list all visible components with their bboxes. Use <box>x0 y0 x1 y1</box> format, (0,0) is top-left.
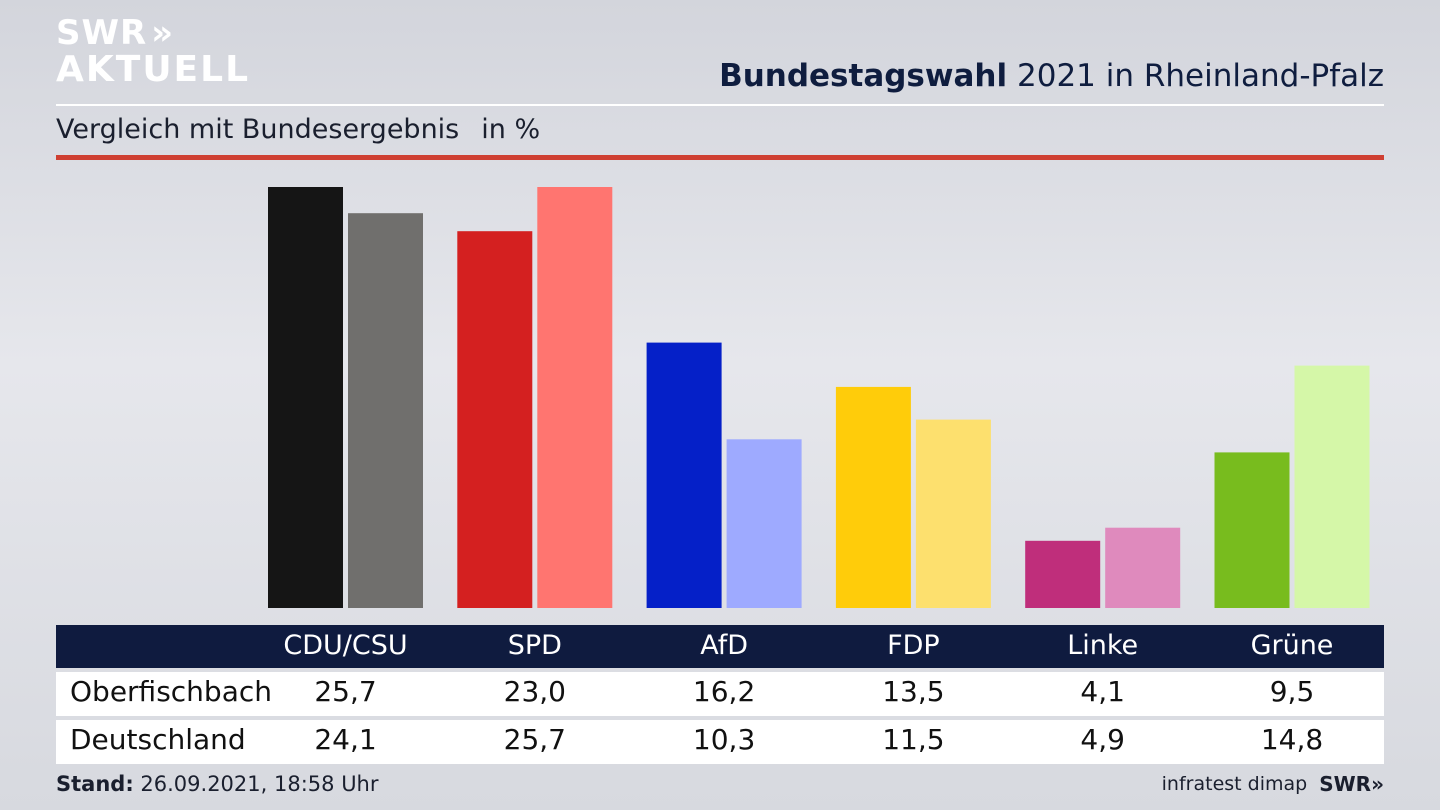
table-row-oberfischbach: Oberfischbach 25,7 23,0 16,2 13,5 4,1 9,5 <box>56 672 1384 716</box>
value-cdu-csu-oberfischbach: 25,7 <box>314 675 377 708</box>
subtitle-divider <box>56 155 1384 160</box>
bar-spd-deutschland <box>537 187 613 608</box>
stand-value: 26.09.2021, 18:58 Uhr <box>140 772 379 796</box>
column-header-cdu-csu: CDU/CSU <box>283 630 408 661</box>
timestamp: Stand: 26.09.2021, 18:58 Uhr <box>56 772 379 796</box>
source-credit: infratest dimap SWR» <box>1162 772 1384 796</box>
subtitle-text: Vergleich mit Bundesergebnis <box>56 114 460 145</box>
value-afd-oberfischbach: 16,2 <box>692 675 756 708</box>
bar-gr-ne-deutschland <box>1294 365 1370 608</box>
value-spd-deutschland: 25,7 <box>503 723 566 756</box>
stand-label: Stand: <box>56 772 134 796</box>
value-afd-deutschland: 10,3 <box>692 723 756 756</box>
bar-linke-oberfischbach <box>1025 540 1101 608</box>
value-gr-ne-deutschland: 14,8 <box>1260 723 1324 756</box>
bar-cdu-csu-oberfischbach <box>268 187 343 608</box>
table-header-row: CDU/CSU SPD AfD FDP Linke Grüne <box>56 625 1384 668</box>
bar-afd-oberfischbach <box>646 342 722 608</box>
footer-swr-logo: SWR» <box>1319 772 1384 796</box>
title-bold: Bundestagswahl <box>719 58 1008 94</box>
value-gr-ne-oberfischbach: 9,5 <box>1269 675 1315 708</box>
bar-afd-deutschland <box>726 439 802 608</box>
chart-subtitle: Vergleich mit Bundesergebnis in % <box>56 114 540 145</box>
page-title: Bundestagswahl 2021 in Rheinland-Pfalz <box>719 58 1384 94</box>
title-rest: 2021 in Rheinland-Pfalz <box>1017 58 1384 94</box>
row-label-oberfischbach: Oberfischbach <box>70 675 272 708</box>
value-linke-deutschland: 4,9 <box>1080 723 1125 756</box>
column-header-fdp: FDP <box>887 630 940 661</box>
bar-linke-deutschland <box>1105 527 1181 608</box>
row-label-deutschland: Deutschland <box>70 723 246 756</box>
bar-gr-ne-oberfischbach <box>1214 452 1290 608</box>
value-fdp-deutschland: 11,5 <box>882 723 945 756</box>
logo-swr: SWR <box>56 13 148 53</box>
bar-cdu-csu-deutschland <box>348 213 423 608</box>
swr-aktuell-logo: SWR» AKTUELL <box>56 16 250 88</box>
bar-fdp-deutschland <box>915 419 991 608</box>
footer-chevrons-icon: » <box>1371 772 1384 796</box>
column-header-gr-ne: Grüne <box>1250 630 1334 661</box>
results-table: CDU/CSU SPD AfD FDP Linke Grüne Oberfischbach… <box>56 625 1384 764</box>
value-spd-oberfischbach: 23,0 <box>503 675 566 708</box>
logo-aktuell: AKTUELL <box>56 49 251 90</box>
column-header-spd: SPD <box>507 630 562 661</box>
value-linke-oberfischbach: 4,1 <box>1080 675 1125 708</box>
column-header-linke: Linke <box>1067 630 1139 661</box>
unit-label: in % <box>481 114 541 145</box>
value-cdu-csu-deutschland: 24,1 <box>314 723 377 756</box>
bar-fdp-oberfischbach <box>835 386 911 608</box>
source-text: infratest dimap <box>1161 773 1308 795</box>
bar-spd-oberfischbach <box>457 231 533 608</box>
column-header-afd: AfD <box>700 630 748 661</box>
title-divider <box>56 104 1384 106</box>
value-fdp-oberfischbach: 13,5 <box>882 675 945 708</box>
table-row-deutschland: Deutschland 24,1 25,7 10,3 11,5 4,9 14,8 <box>56 720 1384 764</box>
